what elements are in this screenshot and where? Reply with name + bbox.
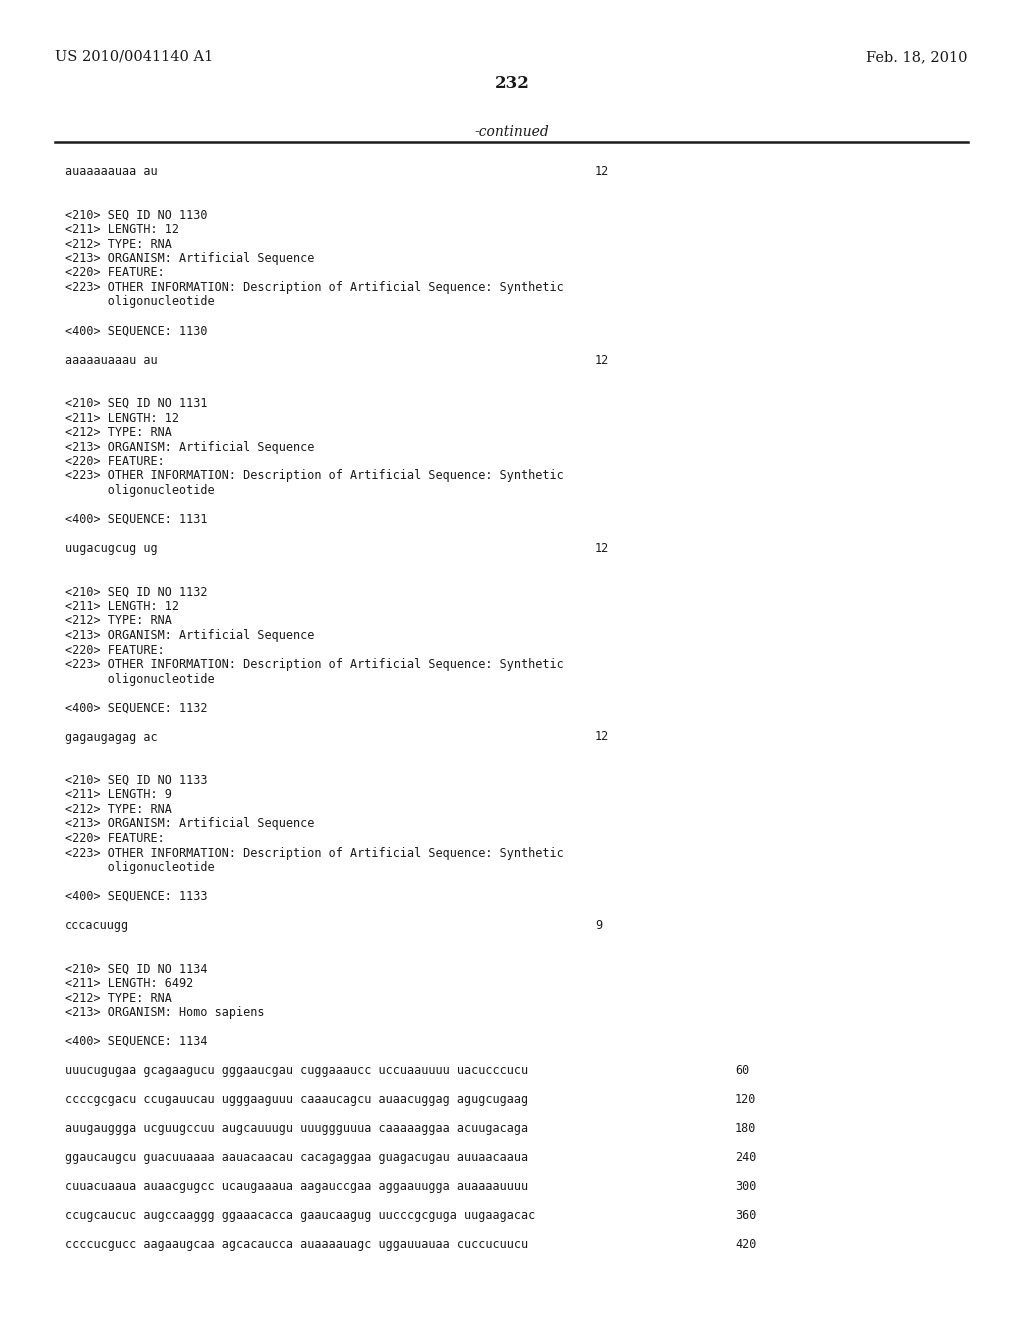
Text: <212> TYPE: RNA: <212> TYPE: RNA [65,991,172,1005]
Text: 240: 240 [735,1151,757,1164]
Text: <211> LENGTH: 12: <211> LENGTH: 12 [65,601,179,612]
Text: ccccucgucc aagaaugcaa agcacaucca auaaaauagc uggauuauaa cuccucuucu: ccccucgucc aagaaugcaa agcacaucca auaaaau… [65,1238,528,1251]
Text: <210> SEQ ID NO 1130: <210> SEQ ID NO 1130 [65,209,208,222]
Text: ccccgcgacu ccugauucau ugggaaguuu caaaucagcu auaacuggag agugcugaag: ccccgcgacu ccugauucau ugggaaguuu caaauca… [65,1093,528,1106]
Text: 12: 12 [595,543,609,554]
Text: <212> TYPE: RNA: <212> TYPE: RNA [65,426,172,440]
Text: auugauggga ucguugccuu augcauuugu uuuggguuua caaaaаggaa acuugacaga: auugauggga ucguugccuu augcauuugu uuugggu… [65,1122,528,1135]
Text: <223> OTHER INFORMATION: Description of Artificial Sequence: Synthetic: <223> OTHER INFORMATION: Description of … [65,657,564,671]
Text: auaaaaauaa au: auaaaaauaa au [65,165,158,178]
Text: <212> TYPE: RNA: <212> TYPE: RNA [65,238,172,251]
Text: <212> TYPE: RNA: <212> TYPE: RNA [65,615,172,627]
Text: 120: 120 [735,1093,757,1106]
Text: gagaugagag ac: gagaugagag ac [65,730,158,743]
Text: 60: 60 [735,1064,750,1077]
Text: 9: 9 [595,919,602,932]
Text: aaaaauaaau au: aaaaauaaau au [65,354,158,367]
Text: 360: 360 [735,1209,757,1222]
Text: 12: 12 [595,730,609,743]
Text: 420: 420 [735,1238,757,1251]
Text: <211> LENGTH: 9: <211> LENGTH: 9 [65,788,172,801]
Text: cccacuugg: cccacuugg [65,919,129,932]
Text: cuuacuaaua auaacgugcc ucaugaaaua aagauccgaa aggaauugga auaaaauuuu: cuuacuaaua auaacgugcc ucaugaaaua aagaucc… [65,1180,528,1193]
Text: <210> SEQ ID NO 1132: <210> SEQ ID NO 1132 [65,586,208,598]
Text: <213> ORGANISM: Artificial Sequence: <213> ORGANISM: Artificial Sequence [65,252,314,265]
Text: <213> ORGANISM: Homo sapiens: <213> ORGANISM: Homo sapiens [65,1006,264,1019]
Text: <223> OTHER INFORMATION: Description of Artificial Sequence: Synthetic: <223> OTHER INFORMATION: Description of … [65,281,564,294]
Text: uuucugugaa gcagaagucu gggaaucgau cuggaaaucc uccuaauuuu uacucccucu: uuucugugaa gcagaagucu gggaaucgau cuggaaa… [65,1064,528,1077]
Text: <213> ORGANISM: Artificial Sequence: <213> ORGANISM: Artificial Sequence [65,817,314,830]
Text: uugacugcug ug: uugacugcug ug [65,543,158,554]
Text: <220> FEATURE:: <220> FEATURE: [65,267,165,280]
Text: <400> SEQUENCE: 1131: <400> SEQUENCE: 1131 [65,513,208,525]
Text: <223> OTHER INFORMATION: Description of Artificial Sequence: Synthetic: <223> OTHER INFORMATION: Description of … [65,846,564,859]
Text: <211> LENGTH: 12: <211> LENGTH: 12 [65,223,179,236]
Text: <210> SEQ ID NO 1131: <210> SEQ ID NO 1131 [65,397,208,411]
Text: 180: 180 [735,1122,757,1135]
Text: <400> SEQUENCE: 1134: <400> SEQUENCE: 1134 [65,1035,208,1048]
Text: 232: 232 [495,75,529,92]
Text: -continued: -continued [475,125,549,139]
Text: oligonucleotide: oligonucleotide [65,296,215,309]
Text: US 2010/0041140 A1: US 2010/0041140 A1 [55,50,213,63]
Text: <220> FEATURE:: <220> FEATURE: [65,455,165,469]
Text: <210> SEQ ID NO 1134: <210> SEQ ID NO 1134 [65,962,208,975]
Text: ggaucaugcu guacuuaaaa aauacaacau cacagaggaa guagacugau auuaacaaua: ggaucaugcu guacuuaaaa aauacaacau cacagag… [65,1151,528,1164]
Text: 12: 12 [595,165,609,178]
Text: <223> OTHER INFORMATION: Description of Artificial Sequence: Synthetic: <223> OTHER INFORMATION: Description of … [65,470,564,483]
Text: 300: 300 [735,1180,757,1193]
Text: Feb. 18, 2010: Feb. 18, 2010 [866,50,968,63]
Text: <400> SEQUENCE: 1133: <400> SEQUENCE: 1133 [65,890,208,903]
Text: <212> TYPE: RNA: <212> TYPE: RNA [65,803,172,816]
Text: <213> ORGANISM: Artificial Sequence: <213> ORGANISM: Artificial Sequence [65,441,314,454]
Text: <211> LENGTH: 12: <211> LENGTH: 12 [65,412,179,425]
Text: <400> SEQUENCE: 1130: <400> SEQUENCE: 1130 [65,325,208,338]
Text: <400> SEQUENCE: 1132: <400> SEQUENCE: 1132 [65,701,208,714]
Text: <211> LENGTH: 6492: <211> LENGTH: 6492 [65,977,194,990]
Text: 12: 12 [595,354,609,367]
Text: <213> ORGANISM: Artificial Sequence: <213> ORGANISM: Artificial Sequence [65,630,314,642]
Text: oligonucleotide: oligonucleotide [65,861,215,874]
Text: <210> SEQ ID NO 1133: <210> SEQ ID NO 1133 [65,774,208,787]
Text: <220> FEATURE:: <220> FEATURE: [65,832,165,845]
Text: oligonucleotide: oligonucleotide [65,484,215,498]
Text: <220> FEATURE:: <220> FEATURE: [65,644,165,656]
Text: ccugcaucuc augccaaggg ggaaacacca gaaucaagug uucccgcguga uugaagacac: ccugcaucuc augccaaggg ggaaacacca gaaucaa… [65,1209,536,1222]
Text: oligonucleotide: oligonucleotide [65,672,215,685]
